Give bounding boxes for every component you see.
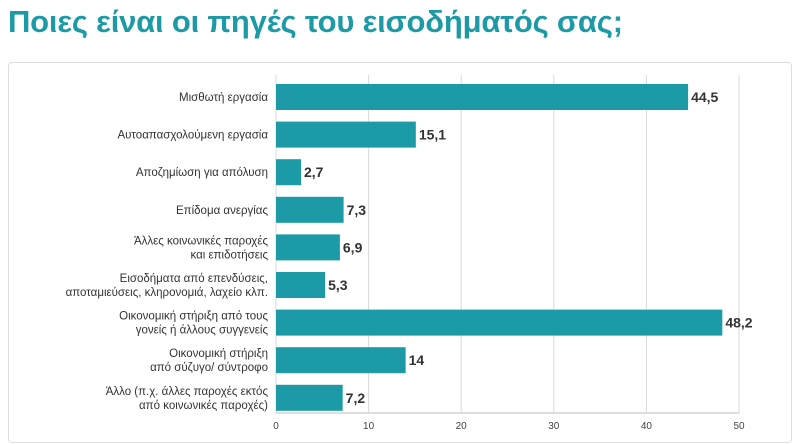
bar (276, 309, 723, 336)
category-label: από σύζυγο/ σύντροφο (150, 362, 268, 374)
x-tick-label: 10 (363, 421, 375, 432)
bar (276, 234, 340, 261)
category-label: και επιδοτήσεις (190, 249, 268, 261)
x-tick-label: 0 (273, 421, 279, 432)
data-label: 5,3 (328, 277, 348, 293)
category-label: Εισοδήματα από επενδύσεις, (120, 273, 268, 285)
bar (276, 384, 343, 411)
bar-chart: 0 10 20 30 40 50 44,5 Μισθωτή εργασία 15,1 Αυτοαπ… (66, 75, 753, 432)
data-label: 48,2 (725, 315, 752, 331)
category-label: Οικονομική στήριξη από τους (119, 311, 268, 323)
category-label: Οικονομική στήριξη (169, 348, 268, 360)
chart-frame: 0 10 20 30 40 50 44,5 Μισθωτή εργασία 15,1 Αυτοαπ… (8, 62, 792, 443)
data-label: 6,9 (343, 239, 363, 255)
category-label: Άλλες κοινωνικές παροχές (134, 235, 268, 247)
x-tick-label: 30 (548, 421, 560, 432)
data-label: 7,2 (346, 390, 366, 406)
category-label: Μισθωτή εργασία (179, 92, 268, 104)
category-label: γονείς ή άλλους συγγενείς (136, 325, 269, 337)
data-label: 2,7 (304, 164, 324, 180)
bar (276, 159, 302, 186)
category-label: Άλλο (π.χ. άλλες παροχές εκτός (106, 386, 269, 398)
category-label: Αποζημίωση για απόλυση (136, 167, 268, 179)
category-label: Αυτοαπασχολούμενη εργασία (117, 130, 268, 142)
category-label: Επίδομα ανεργίας (176, 205, 268, 217)
bar (276, 196, 344, 223)
x-tick-label: 40 (641, 421, 653, 432)
x-tick-label: 50 (733, 421, 745, 432)
category-label: αποταμιεύσεις, κληρονομιά, λαχείο κλπ. (66, 287, 268, 299)
bar (276, 121, 416, 148)
bar (276, 347, 406, 374)
data-label: 44,5 (691, 89, 718, 105)
bar (276, 272, 326, 298)
data-label: 14 (409, 352, 425, 368)
data-label: 7,3 (347, 202, 367, 218)
data-label: 15,1 (419, 127, 446, 143)
bar (276, 84, 689, 110)
chart-title: Ποιες είναι οι πηγές του εισοδήματός σας… (8, 4, 623, 39)
x-tick-label: 20 (456, 421, 468, 432)
category-label: από κοινωνικές παροχές) (139, 400, 268, 412)
